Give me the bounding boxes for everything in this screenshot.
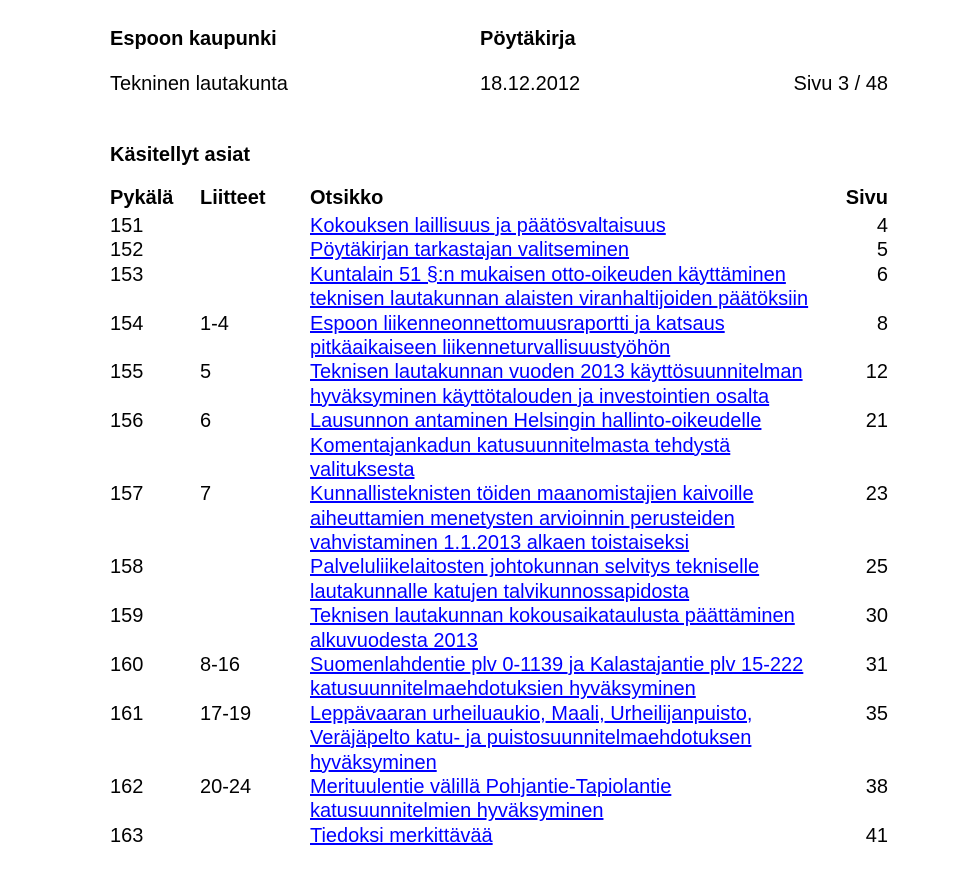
table-header: Pykälä Liitteet Otsikko Sivu: [110, 187, 888, 210]
cell-liitteet: 17-19: [200, 702, 310, 726]
col-header-liitteet: Liitteet: [200, 187, 310, 210]
agenda-item-link[interactable]: Teknisen lautakunnan kokousaikataulusta …: [310, 605, 795, 651]
cell-otsikko: Espoon liikenneonnettomuusraportti ja ka…: [310, 312, 828, 361]
cell-sivu: 23: [828, 482, 888, 506]
agenda-item-link[interactable]: Suomenlahdentie plv 0-1139 ja Kalastajan…: [310, 654, 803, 700]
cell-pykala: 156: [110, 409, 200, 433]
cell-pykala: 151: [110, 214, 200, 238]
cell-pykala: 154: [110, 312, 200, 336]
cell-otsikko: Kokouksen laillisuus ja päätösvaltaisuus: [310, 214, 828, 238]
org-name: Espoon kaupunki: [110, 28, 480, 51]
cell-sivu: 4: [828, 214, 888, 238]
cell-pykala: 161: [110, 702, 200, 726]
cell-liitteet: 8-16: [200, 653, 310, 677]
header-row: Espoon kaupunki Pöytäkirja: [110, 28, 888, 51]
cell-pykala: 159: [110, 604, 200, 628]
cell-sivu: 30: [828, 604, 888, 628]
cell-otsikko: Kunnallisteknisten töiden maanomistajien…: [310, 482, 828, 555]
table-row: 163 Tiedoksi merkittävää 41: [110, 824, 888, 848]
cell-otsikko: Tiedoksi merkittävää: [310, 824, 828, 848]
committee-name: Tekninen lautakunta: [110, 73, 480, 96]
cell-otsikko: Kuntalain 51 §:n mukaisen otto-oikeuden …: [310, 263, 828, 312]
table-row: 1566Lausunnon antaminen Helsingin hallin…: [110, 409, 888, 482]
agenda-item-link[interactable]: Teknisen lautakunnan vuoden 2013 käyttös…: [310, 361, 803, 407]
agenda-item-link[interactable]: Merituulentie välillä Pohjantie-Tapiolan…: [310, 776, 671, 822]
agenda-item-link[interactable]: Lausunnon antaminen Helsingin hallinto-o…: [310, 410, 761, 481]
table-row: 1541-4Espoon liikenneonnettomuusraportti…: [110, 312, 888, 361]
doc-type: Pöytäkirja: [480, 28, 576, 51]
col-header-sivu: Sivu: [828, 187, 888, 210]
table-body: 151 Kokouksen laillisuus ja päätösvaltais…: [110, 214, 888, 848]
cell-otsikko: Suomenlahdentie plv 0-1139 ja Kalastajan…: [310, 653, 828, 702]
cell-otsikko: Pöytäkirjan tarkastajan valitseminen: [310, 238, 828, 262]
cell-otsikko: Teknisen lautakunnan kokousaikataulusta …: [310, 604, 828, 653]
col-header-pykala: Pykälä: [110, 187, 200, 210]
col-header-otsikko: Otsikko: [310, 187, 828, 210]
agenda-item-link[interactable]: Pöytäkirjan tarkastajan valitseminen: [310, 239, 629, 261]
agenda-item-link[interactable]: Leppävaaran urheiluaukio, Maali, Urheili…: [310, 703, 753, 774]
agenda-item-link[interactable]: Kokouksen laillisuus ja päätösvaltaisuus: [310, 215, 666, 237]
section-title: Käsitellyt asiat: [110, 144, 888, 167]
cell-sivu: 31: [828, 653, 888, 677]
cell-sivu: 38: [828, 775, 888, 799]
cell-liitteet: 1-4: [200, 312, 310, 336]
cell-otsikko: Lausunnon antaminen Helsingin hallinto-o…: [310, 409, 828, 482]
cell-liitteet: 5: [200, 360, 310, 384]
document-page: Espoon kaupunki Pöytäkirja Tekninen laut…: [0, 0, 960, 888]
agenda-item-link[interactable]: Espoon liikenneonnettomuusraportti ja ka…: [310, 313, 725, 359]
meeting-date: 18.12.2012: [480, 73, 780, 96]
cell-pykala: 162: [110, 775, 200, 799]
subheader-row: Tekninen lautakunta 18.12.2012 Sivu 3 / …: [110, 73, 888, 96]
page-number: Sivu 3 / 48: [780, 73, 888, 96]
table-row: 1608-16Suomenlahdentie plv 0-1139 ja Kal…: [110, 653, 888, 702]
table-row: 16117-19Leppävaaran urheiluaukio, Maali,…: [110, 702, 888, 775]
agenda-item-link[interactable]: Kuntalain 51 §:n mukaisen otto-oikeuden …: [310, 264, 808, 310]
cell-pykala: 160: [110, 653, 200, 677]
cell-pykala: 152: [110, 238, 200, 262]
table-row: 16220-24Merituulentie välillä Pohjantie-…: [110, 775, 888, 824]
cell-otsikko: Palveluliikelaitosten johtokunnan selvit…: [310, 555, 828, 604]
cell-sivu: 35: [828, 702, 888, 726]
cell-sivu: 5: [828, 238, 888, 262]
table-row: 1577Kunnallisteknisten töiden maanomista…: [110, 482, 888, 555]
cell-otsikko: Leppävaaran urheiluaukio, Maali, Urheili…: [310, 702, 828, 775]
agenda-item-link[interactable]: Palveluliikelaitosten johtokunnan selvit…: [310, 556, 759, 602]
cell-pykala: 153: [110, 263, 200, 287]
cell-sivu: 8: [828, 312, 888, 336]
table-row: 153 Kuntalain 51 §:n mukaisen otto-oikeud…: [110, 263, 888, 312]
cell-otsikko: Merituulentie välillä Pohjantie-Tapiolan…: [310, 775, 828, 824]
cell-sivu: 6: [828, 263, 888, 287]
cell-liitteet: 6: [200, 409, 310, 433]
table-row: 1555Teknisen lautakunnan vuoden 2013 käy…: [110, 360, 888, 409]
table-row: 152 Pöytäkirjan tarkastajan valitseminen 5: [110, 238, 888, 262]
cell-sivu: 41: [828, 824, 888, 848]
cell-pykala: 158: [110, 555, 200, 579]
cell-liitteet: 20-24: [200, 775, 310, 799]
cell-sivu: 21: [828, 409, 888, 433]
agenda-item-link[interactable]: Tiedoksi merkittävää: [310, 825, 493, 847]
cell-pykala: 155: [110, 360, 200, 384]
table-row: 159 Teknisen lautakunnan kokousaikataulus…: [110, 604, 888, 653]
cell-otsikko: Teknisen lautakunnan vuoden 2013 käyttös…: [310, 360, 828, 409]
cell-pykala: 157: [110, 482, 200, 506]
cell-liitteet: 7: [200, 482, 310, 506]
table-row: 151 Kokouksen laillisuus ja päätösvaltais…: [110, 214, 888, 238]
cell-sivu: 25: [828, 555, 888, 579]
cell-sivu: 12: [828, 360, 888, 384]
table-row: 158 Palveluliikelaitosten johtokunnan sel…: [110, 555, 888, 604]
agenda-item-link[interactable]: Kunnallisteknisten töiden maanomistajien…: [310, 483, 754, 554]
cell-pykala: 163: [110, 824, 200, 848]
